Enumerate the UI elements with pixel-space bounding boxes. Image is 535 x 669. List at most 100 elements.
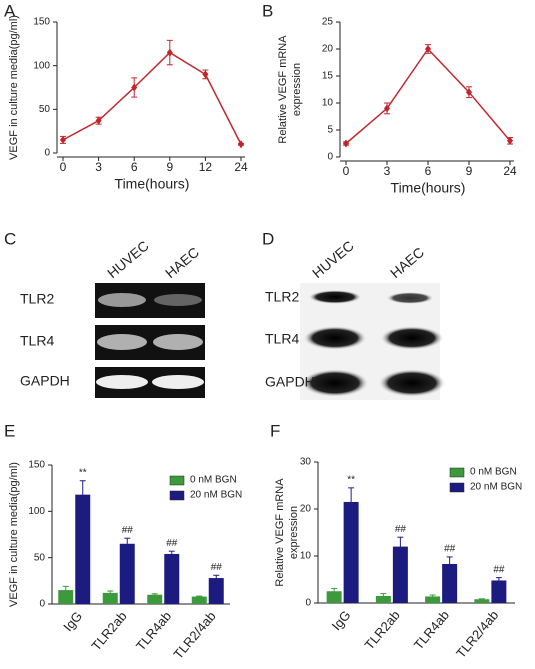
bar xyxy=(375,595,391,603)
row-label: GAPDH xyxy=(265,374,315,390)
bar xyxy=(147,594,163,604)
annotation: ## xyxy=(444,544,456,555)
x-tick-label: 0 xyxy=(343,164,350,178)
x-tick-label: 9 xyxy=(166,160,173,174)
bar xyxy=(343,501,359,603)
row-label: TLR2 xyxy=(265,289,299,305)
data-point xyxy=(425,45,431,53)
legend-swatch xyxy=(169,490,185,501)
panel-letter: E xyxy=(4,421,15,440)
x-tick-label: 3 xyxy=(384,164,391,178)
panel-letter: B xyxy=(262,1,273,20)
bar xyxy=(442,563,458,603)
x-tick-label: IgG xyxy=(329,607,354,633)
lane-label: HUVEC xyxy=(104,237,152,281)
y-tick-label: 50 xyxy=(39,104,51,115)
y-tick-label: 0 xyxy=(305,598,311,609)
y-tick-label: 0 xyxy=(39,599,45,610)
x-tick-label: 0 xyxy=(60,160,67,174)
gel-c xyxy=(95,283,205,398)
y-axis-label: VEGF in culture media(pg/ml) xyxy=(8,15,20,160)
bar xyxy=(491,580,507,603)
x-tick-label: IgG xyxy=(60,608,85,634)
x-axis-label: Time(hours) xyxy=(391,180,466,196)
bar xyxy=(392,546,408,603)
y-tick-label: 0 xyxy=(327,152,333,163)
bar xyxy=(208,578,224,604)
y-axis-label: Relative VEGF mRNA xyxy=(274,478,286,587)
x-tick-label: TLR2/4ab xyxy=(170,608,218,661)
legend-label: 0 nM BGN xyxy=(470,467,517,478)
data-line xyxy=(62,51,242,145)
legend-label: 20 nM BGN xyxy=(190,490,242,501)
x-tick-label: TLR2ab xyxy=(88,608,129,653)
x-tick-label: TLR4ab xyxy=(411,607,452,652)
y-tick-label: 30 xyxy=(300,457,312,468)
bar xyxy=(119,543,135,604)
legend-swatch xyxy=(449,467,465,478)
x-tick-label: TLR2/4ab xyxy=(453,607,501,660)
data-point xyxy=(238,140,244,149)
y-tick-label: 100 xyxy=(33,60,50,71)
x-tick-label: TLR2ab xyxy=(362,607,403,652)
annotation: ## xyxy=(493,564,505,575)
y-tick-label: 150 xyxy=(33,17,50,28)
bar xyxy=(102,592,118,604)
annotation: ## xyxy=(166,538,178,549)
x-axis-label: Time(hours) xyxy=(115,176,190,192)
lane-label: HAEC xyxy=(162,244,202,281)
row-label: TLR4 xyxy=(265,331,299,347)
y-tick-label: 100 xyxy=(28,506,45,517)
legend-swatch xyxy=(449,482,465,493)
legend-label: 0 nM BGN xyxy=(190,475,237,486)
y-axis-label: expression xyxy=(288,506,300,559)
data-point xyxy=(466,88,472,97)
panel-letter: D xyxy=(262,229,274,248)
panel-letter: F xyxy=(270,421,280,440)
x-tick-label: 6 xyxy=(131,160,138,174)
y-tick-label: 5 xyxy=(327,125,333,136)
annotation: ** xyxy=(347,474,355,485)
y-axis-label: expression xyxy=(291,63,303,116)
data-point xyxy=(202,70,209,79)
x-tick-label: 3 xyxy=(95,160,102,174)
data-point xyxy=(95,116,102,125)
annotation: ## xyxy=(211,562,223,573)
y-tick-label: 25 xyxy=(322,17,334,28)
y-tick-label: 0 xyxy=(44,148,50,159)
x-tick-label: 24 xyxy=(234,160,248,174)
annotation: ** xyxy=(79,467,87,478)
annotation: ## xyxy=(395,524,407,535)
data-point xyxy=(343,139,349,148)
data-point xyxy=(131,83,138,92)
row-label: GAPDH xyxy=(20,373,70,389)
y-tick-label: 50 xyxy=(34,552,46,563)
y-tick-label: 20 xyxy=(322,44,334,55)
annotation: ## xyxy=(122,525,134,536)
bar xyxy=(58,590,74,604)
bar xyxy=(75,494,91,604)
x-tick-label: 9 xyxy=(466,164,473,178)
data-point xyxy=(166,48,173,57)
bar xyxy=(164,553,180,604)
legend-label: 20 nM BGN xyxy=(470,482,522,493)
panel-letter: A xyxy=(4,1,16,20)
x-tick-label: 12 xyxy=(199,160,213,174)
bar xyxy=(191,596,207,604)
x-tick-label: 6 xyxy=(425,164,432,178)
legend-swatch xyxy=(169,475,185,486)
y-tick-label: 20 xyxy=(300,504,312,515)
y-tick-label: 150 xyxy=(28,460,45,471)
x-tick-label: TLR4ab xyxy=(133,608,174,653)
data-line xyxy=(345,47,511,145)
blot-d xyxy=(300,283,446,400)
y-tick-label: 15 xyxy=(322,71,334,82)
data-point xyxy=(60,135,66,144)
y-tick-label: 10 xyxy=(322,98,334,109)
bar xyxy=(326,591,342,603)
x-tick-label: 24 xyxy=(503,164,517,178)
data-point xyxy=(507,136,513,145)
y-axis-label: VEGF in culture media(pg/ml) xyxy=(8,462,20,607)
bar xyxy=(474,599,490,603)
